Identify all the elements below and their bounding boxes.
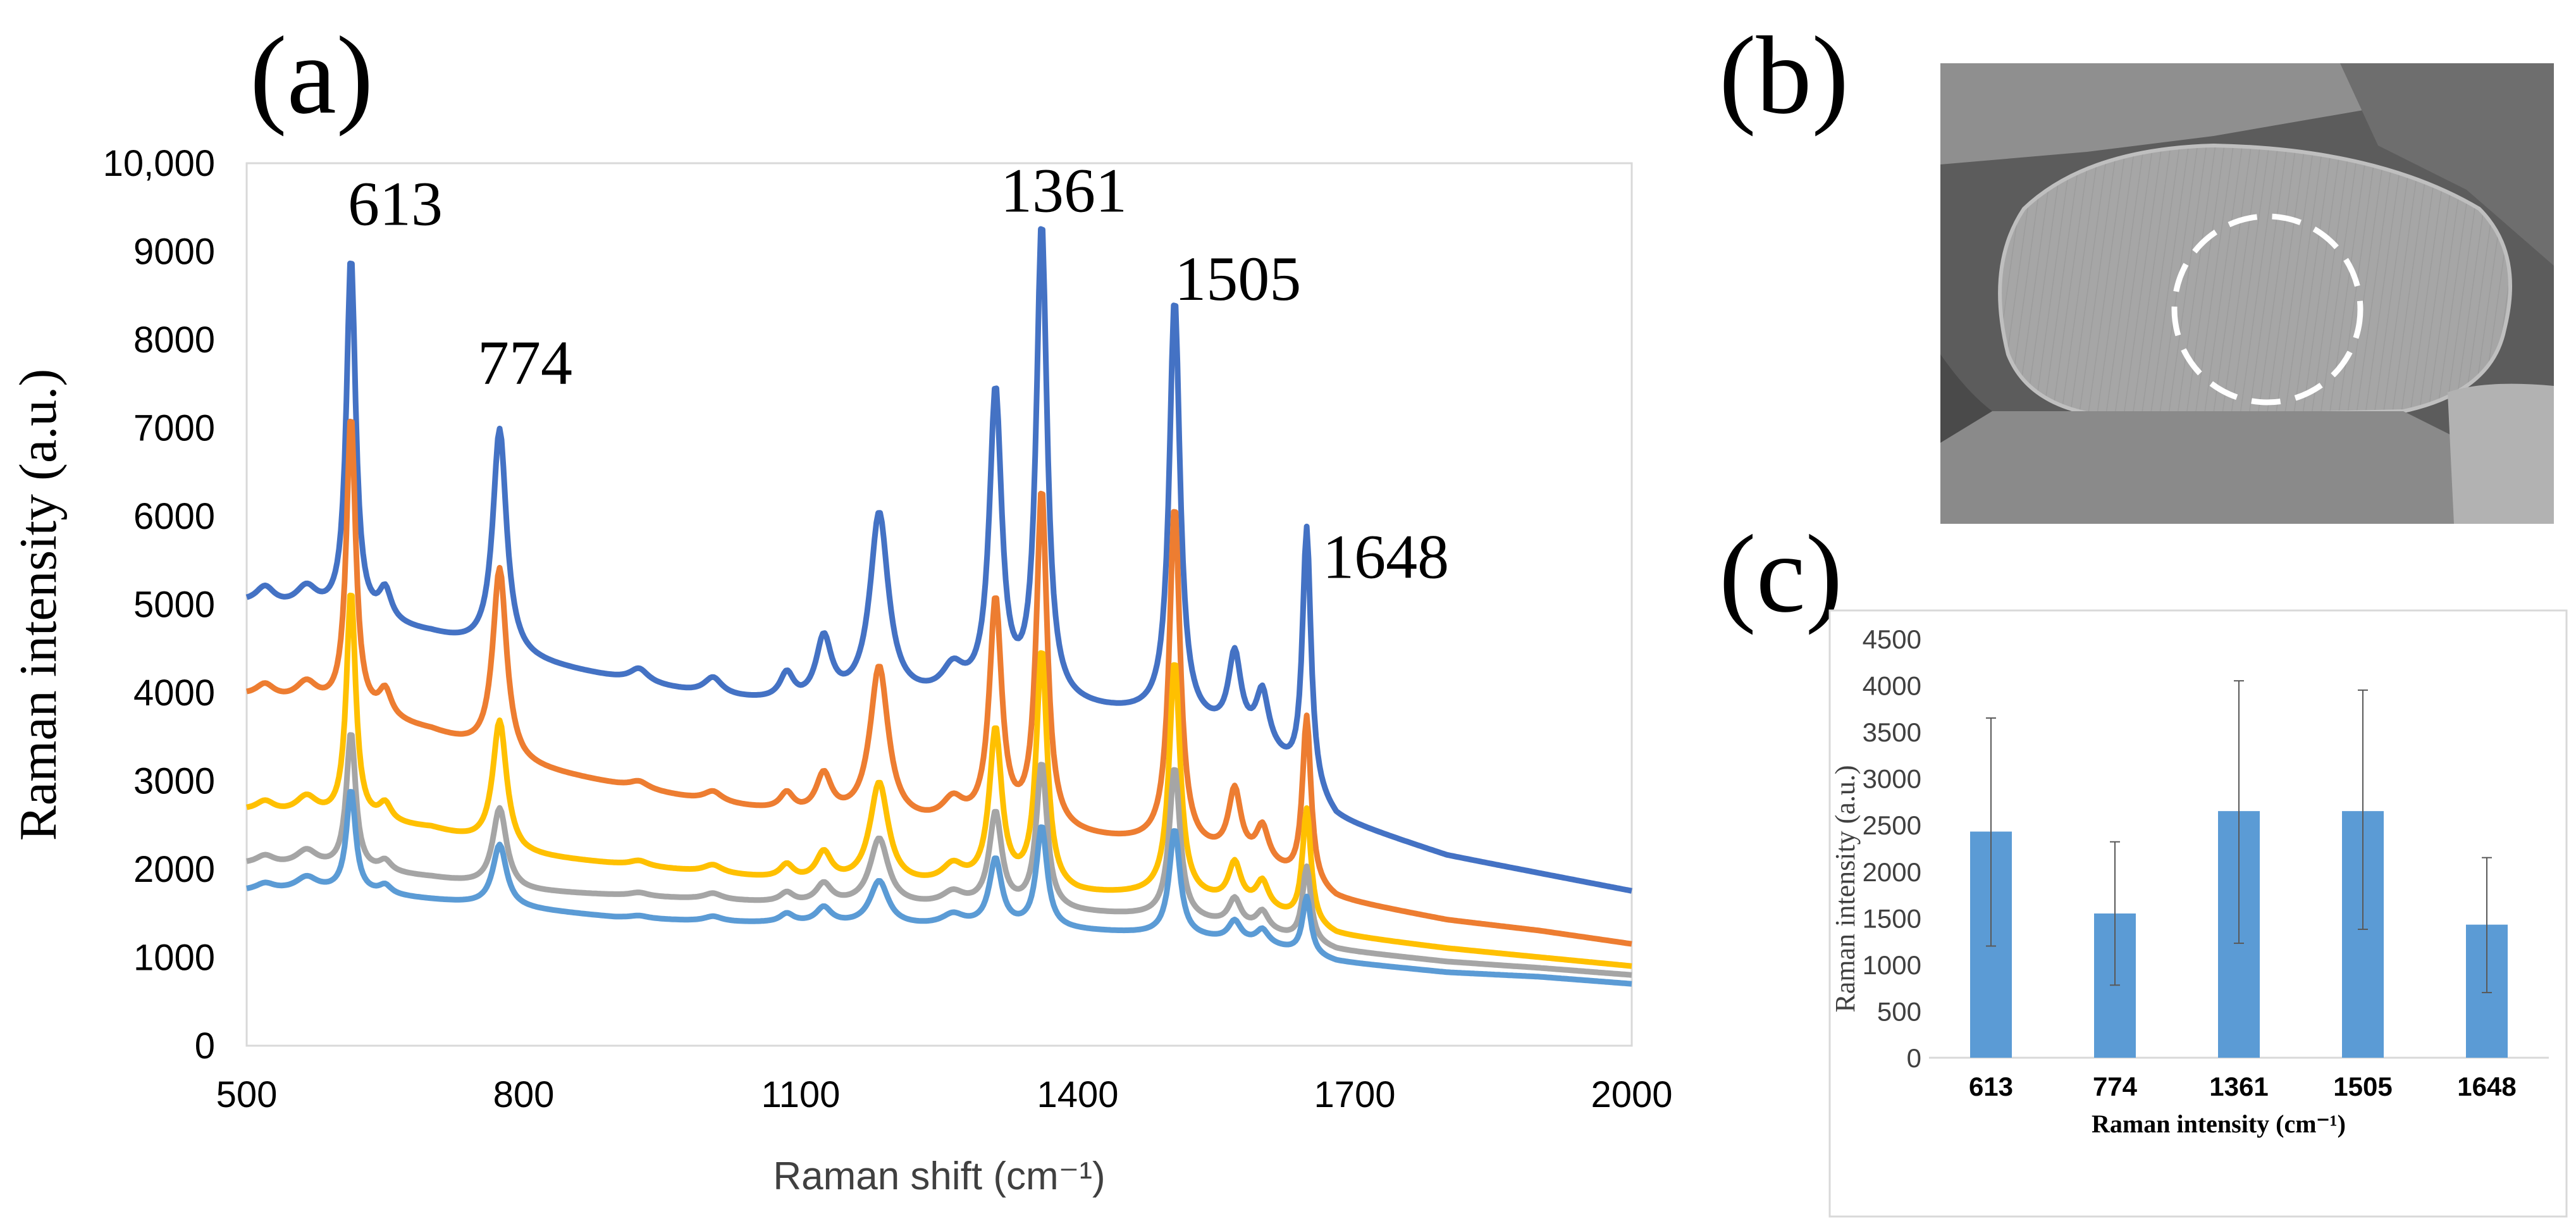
error-bar	[2234, 680, 2244, 944]
spectra-series-line	[245, 732, 1633, 978]
bar-y-tick-label: 0	[1907, 1043, 1921, 1073]
bar-x-tick-label: 1505	[2333, 1072, 2392, 1101]
spectra-y-tick-label: 10,000	[103, 143, 215, 184]
spectra-x-axis-label: Raman shift (cm⁻¹)	[773, 1155, 1105, 1198]
error-bar	[2358, 689, 2368, 930]
spectra-x-tick-label: 2000	[1591, 1074, 1672, 1115]
spectra-x-tick-label: 800	[493, 1074, 555, 1115]
spectra-y-tick-label: 5000	[133, 585, 215, 626]
bar-y-tick-label: 1000	[1863, 950, 1921, 980]
spectra-tick-labels: 0 1000 2000 3000 4000 5000 6000 7000 8000 9000 10,…	[103, 143, 1673, 1115]
bar-y-tick-label: 3000	[1863, 764, 1921, 794]
bar-y-axis-label: Raman intensity (a.u.)	[1830, 765, 1861, 1012]
scale-shadow	[1940, 354, 1992, 443]
bar-tick-labels: 0 500 1000 1500 2000 2500 3000 3500 4000 4500 613 7…	[1863, 624, 2549, 1101]
spectra-peak-annotation: 1648	[1322, 522, 1449, 592]
error-bar	[2110, 841, 2120, 986]
panel-label-b: (b)	[1719, 14, 1849, 137]
bar-x-tick-label: 1361	[2209, 1072, 2268, 1101]
error-bar	[1986, 717, 1996, 947]
spectra-x-tick-label: 500	[216, 1074, 278, 1115]
bar-y-tick-label: 1500	[1863, 903, 1921, 933]
spectra-peak-annotation: 1505	[1174, 244, 1301, 314]
bar-x-tick-label: 774	[2093, 1072, 2138, 1101]
spectra-y-tick-label: 6000	[133, 496, 215, 537]
measurement-area-circle	[2171, 213, 2363, 406]
bar-chart-frame	[1828, 609, 2568, 1218]
spectra-y-tick-label: 8000	[133, 319, 215, 361]
spectra-y-axis-label: Raman intensity (a.u.)	[9, 369, 68, 841]
scale-bottom-right	[2448, 383, 2554, 524]
spectra-series-lines	[245, 226, 1633, 987]
scale-bottom	[1940, 411, 2467, 524]
spectra-peak-annotations: 613 774 1361 1505 1648	[348, 156, 1449, 592]
spectra-peak-annotation: 774	[478, 328, 572, 398]
spectra-x-tick-label: 1400	[1037, 1074, 1118, 1115]
bar-x-axis-label: Raman intensity (cm⁻¹)	[2092, 1110, 2346, 1138]
spectra-series-line	[245, 789, 1633, 987]
bar-y-tick-label: 2500	[1863, 810, 1921, 840]
bar-error-bars	[1986, 680, 2492, 994]
bar-y-tick-label: 2000	[1863, 857, 1921, 887]
bar-y-tick-label: 4500	[1863, 624, 1921, 654]
spectra-series-line	[245, 592, 1633, 969]
spectra-y-tick-label: 3000	[133, 761, 215, 802]
spectra-x-tick-label: 1100	[761, 1074, 841, 1115]
spectra-y-tick-label: 1000	[133, 938, 215, 979]
bar-x-tick-label: 1648	[2457, 1072, 2516, 1101]
spectra-peak-annotation: 1361	[1001, 156, 1127, 226]
spectra-y-tick-label: 9000	[133, 232, 215, 273]
panel-label-a: (a)	[250, 14, 373, 137]
spectra-chart: 0 1000 2000 3000 4000 5000 6000 7000 8000 9000 10,…	[9, 143, 1673, 1198]
spectra-y-tick-label: 2000	[133, 849, 215, 890]
spectra-y-tick-label: 7000	[133, 408, 215, 449]
spectra-y-tick-label: 0	[195, 1025, 215, 1067]
scale-top-right	[2340, 63, 2554, 266]
bar-x-tick-label: 613	[1969, 1072, 2013, 1101]
spectra-y-tick-label: 4000	[133, 672, 215, 714]
bar-chart: 0 500 1000 1500 2000 2500 3000 3500 4000 4500 613 7…	[1828, 609, 2568, 1218]
error-bar	[2482, 857, 2492, 994]
wing-scale-main	[1998, 143, 2512, 420]
sem-micrograph	[1940, 63, 2554, 524]
bar-y-tick-label: 500	[1877, 996, 1921, 1026]
panel-label-c: (c)	[1719, 512, 1842, 636]
spectra-series-line	[245, 418, 1633, 947]
scale-top-left	[1940, 63, 2403, 164]
spectra-series-line	[245, 226, 1633, 894]
bar-y-tick-label: 4000	[1863, 671, 1921, 701]
bar-y-tick-label: 3500	[1863, 717, 1921, 747]
spectra-x-tick-label: 1700	[1314, 1074, 1395, 1115]
spectra-peak-annotation: 613	[348, 169, 443, 239]
